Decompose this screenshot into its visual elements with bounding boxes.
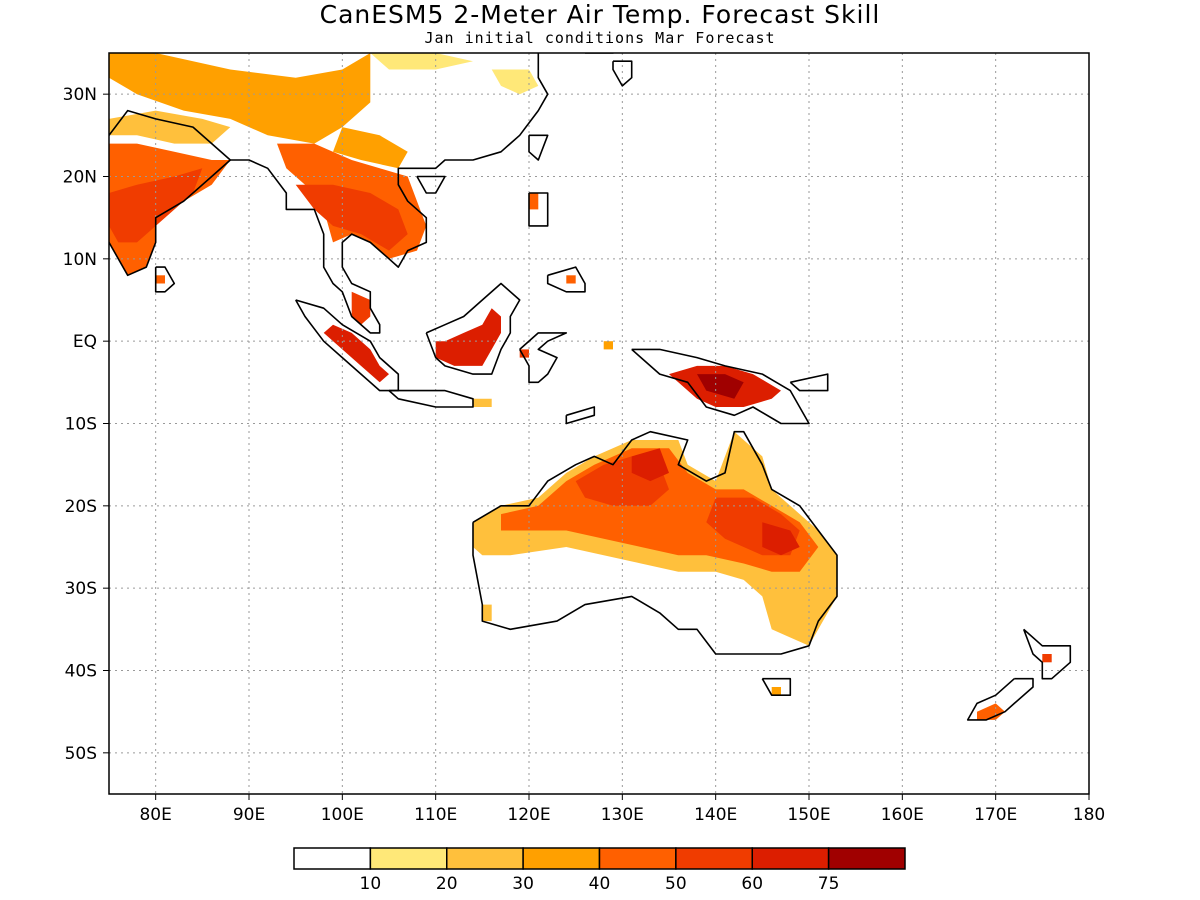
lat-tick-label: 20N <box>63 168 97 188</box>
colorbar-swatch <box>522 847 601 870</box>
colorbar-label: 30 <box>512 874 534 894</box>
skill-region <box>370 53 473 70</box>
coastline <box>519 332 568 384</box>
lon-tick-label: 80E <box>139 805 171 825</box>
coastline <box>388 389 474 408</box>
map-area <box>109 53 1089 794</box>
colorbar-label: 40 <box>589 874 611 894</box>
colorbar-label: 10 <box>360 874 382 894</box>
skill-region <box>603 341 613 350</box>
coastline <box>631 348 810 425</box>
lat-tick-label: 10S <box>65 415 97 435</box>
figure-subtitle: Jan initial conditions Mar Forecast <box>424 29 776 47</box>
lon-tick-label: 140E <box>694 805 737 825</box>
coastline <box>154 266 176 293</box>
colorbar-label: 50 <box>665 874 687 894</box>
coastline <box>528 192 549 227</box>
colorbar-swatch <box>293 847 372 870</box>
skill-region <box>351 291 371 325</box>
coastline <box>612 60 633 87</box>
coastline <box>546 266 586 293</box>
lat-tick-label: 10N <box>63 250 97 270</box>
lon-tick-label: 170E <box>974 805 1017 825</box>
skill-region <box>977 703 1005 720</box>
coastline <box>528 134 549 161</box>
lat-tick-label: 30S <box>65 579 97 599</box>
colorbar-swatch <box>675 847 753 870</box>
skill-region <box>435 308 501 366</box>
lon-tick-label: 150E <box>787 805 830 825</box>
skill-region <box>323 324 389 383</box>
skill-region <box>473 398 492 407</box>
skill-region <box>109 53 371 144</box>
skill-region <box>631 448 669 482</box>
coastline <box>109 135 231 277</box>
skill-region <box>1042 654 1052 663</box>
colorbar-swatch <box>446 847 524 870</box>
lon-tick-label: 90E <box>233 805 265 825</box>
skill-region <box>295 184 408 251</box>
lon-tick-label: 130E <box>601 805 644 825</box>
lat-tick-label: 30N <box>63 85 97 105</box>
coastline <box>761 677 792 697</box>
lat-tick-label: 40S <box>65 662 97 682</box>
skill-region <box>155 275 165 284</box>
skill-region <box>109 110 231 144</box>
colorbar-swatch <box>827 847 906 870</box>
lon-tick-label: 160E <box>881 805 924 825</box>
lon-tick-label: 100E <box>321 805 364 825</box>
coastline <box>425 282 521 375</box>
coastline <box>789 373 829 392</box>
skill-region <box>529 193 539 210</box>
coastline <box>966 677 1034 721</box>
lat-tick-label: EQ <box>73 332 97 352</box>
lon-tick-label: 180 <box>1073 805 1105 825</box>
skill-region <box>519 349 529 358</box>
coastline <box>565 406 596 425</box>
lat-tick-label: 20S <box>65 497 97 517</box>
skill-region <box>566 275 576 284</box>
colorbar-swatch <box>369 847 448 870</box>
colorbar-label: 60 <box>741 874 763 894</box>
lon-tick-label: 110E <box>414 805 457 825</box>
figure-title: CanESM5 2-Meter Air Temp. Forecast Skill <box>319 0 881 29</box>
skill-region <box>109 168 203 243</box>
colorbar-label: 75 <box>818 874 840 894</box>
skill-region <box>482 604 492 622</box>
coastline <box>472 430 838 655</box>
lon-tick-label: 120E <box>507 805 550 825</box>
colorbar-label: 20 <box>436 874 458 894</box>
skill-region <box>697 374 744 399</box>
coastline <box>416 175 446 194</box>
skill-region <box>333 127 408 169</box>
skill-region <box>491 69 539 95</box>
skill-region <box>771 687 781 696</box>
coastline <box>109 53 549 334</box>
lat-tick-label: 50S <box>65 744 97 764</box>
skill-region <box>762 522 800 556</box>
coastline <box>585 53 614 54</box>
map-frame <box>108 52 1090 795</box>
colorbar-swatch <box>751 847 830 870</box>
coastline <box>1022 628 1072 680</box>
colorbar-swatch <box>598 847 677 870</box>
